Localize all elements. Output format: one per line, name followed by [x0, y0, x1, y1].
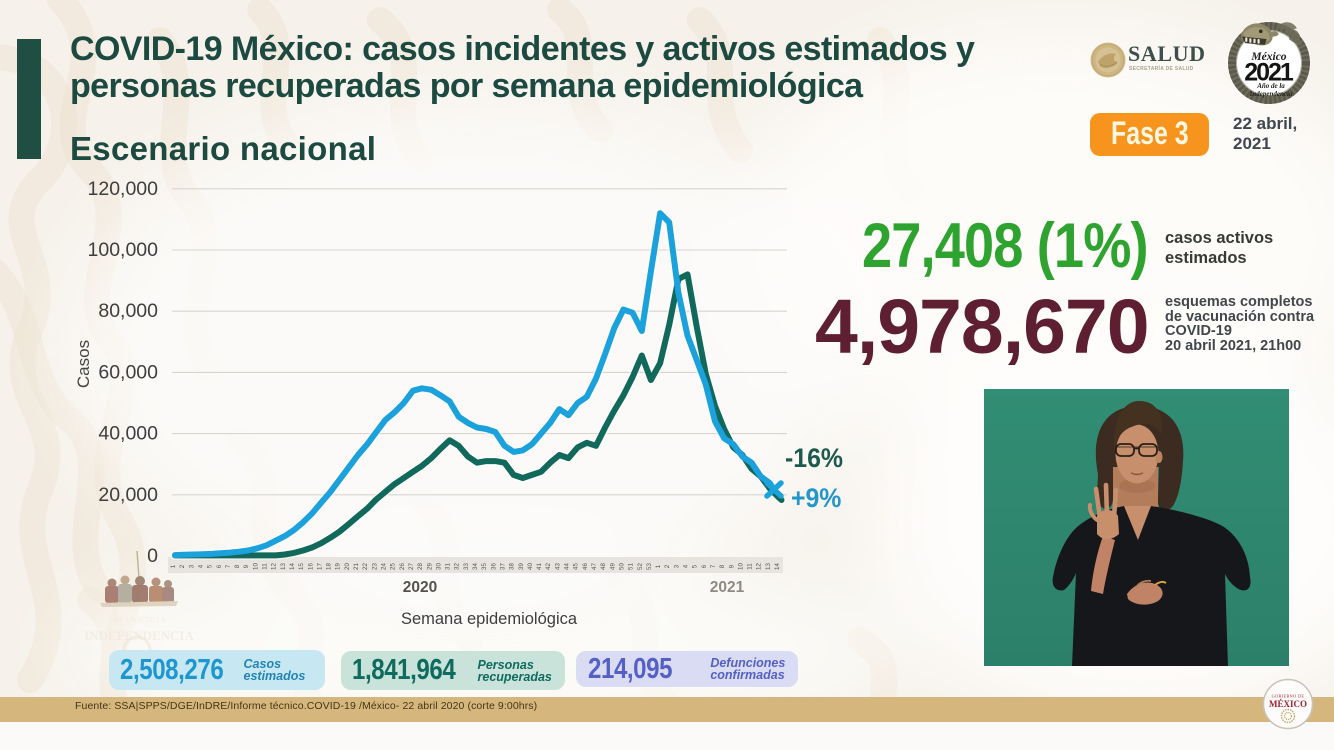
svg-text:41: 41 [536, 563, 543, 570]
svg-text:16: 16 [307, 563, 314, 570]
svg-text:47: 47 [591, 563, 598, 570]
svg-text:Año de la: Año de la [1256, 82, 1285, 90]
svg-text:36: 36 [490, 563, 497, 570]
svg-text:23: 23 [371, 563, 378, 570]
svg-text:28: 28 [417, 563, 424, 570]
svg-text:38: 38 [509, 563, 516, 570]
svg-text:-16%: -16% [785, 444, 843, 473]
svg-text:48: 48 [600, 563, 607, 570]
svg-text:120,000: 120,000 [88, 178, 159, 200]
svg-text:México: México [1250, 51, 1286, 63]
svg-text:53: 53 [646, 563, 653, 570]
svg-text:7: 7 [225, 564, 232, 568]
svg-text:22: 22 [362, 563, 369, 570]
svg-text:20,000: 20,000 [98, 484, 158, 506]
svg-text:11: 11 [747, 563, 754, 570]
svg-text:13: 13 [765, 563, 772, 570]
svg-text:12: 12 [271, 563, 278, 570]
svg-text:1: 1 [170, 564, 177, 568]
svg-text:+9%: +9% [791, 484, 841, 513]
svg-text:34: 34 [472, 563, 479, 570]
svg-text:80,000: 80,000 [98, 300, 158, 322]
svg-text:40: 40 [527, 563, 534, 570]
svg-text:2021: 2021 [710, 579, 745, 596]
svg-text:6: 6 [701, 564, 708, 568]
svg-text:5: 5 [692, 564, 699, 568]
svg-text:5: 5 [207, 564, 214, 568]
svg-text:49: 49 [609, 563, 616, 570]
svg-text:Independencia: Independencia [1249, 90, 1293, 98]
svg-text:20: 20 [344, 563, 351, 570]
svg-text:31: 31 [445, 563, 452, 570]
svg-text:9: 9 [728, 564, 735, 568]
svg-text:11: 11 [262, 563, 269, 570]
svg-text:2021: 2021 [1244, 59, 1294, 87]
svg-text:3: 3 [188, 564, 195, 568]
svg-text:43: 43 [554, 563, 561, 570]
svg-text:8: 8 [234, 564, 241, 568]
svg-text:24: 24 [381, 563, 388, 570]
svg-text:17: 17 [316, 563, 323, 570]
svg-text:19: 19 [335, 563, 342, 570]
svg-text:2: 2 [664, 564, 671, 568]
svg-text:14: 14 [289, 563, 296, 570]
svg-text:2020: 2020 [403, 579, 437, 596]
svg-text:3: 3 [673, 564, 680, 568]
svg-text:100,000: 100,000 [88, 239, 159, 261]
svg-text:21: 21 [353, 563, 360, 570]
svg-text:50: 50 [618, 563, 625, 570]
svg-text:25: 25 [390, 563, 397, 570]
svg-text:27: 27 [408, 563, 415, 570]
svg-text:14: 14 [774, 563, 781, 570]
svg-text:4: 4 [198, 564, 205, 568]
svg-text:0: 0 [147, 545, 158, 567]
svg-text:42: 42 [545, 563, 552, 570]
svg-text:30: 30 [435, 563, 442, 570]
svg-text:33: 33 [463, 563, 470, 570]
svg-text:13: 13 [280, 563, 287, 570]
svg-text:6: 6 [216, 564, 223, 568]
svg-text:51: 51 [628, 563, 635, 570]
svg-text:Semana epidemiológica: Semana epidemiológica [401, 610, 578, 628]
svg-text:60,000: 60,000 [98, 361, 158, 383]
svg-text:MÉXICO: MÉXICO [1269, 699, 1307, 709]
svg-text:1: 1 [655, 564, 662, 568]
svg-text:7: 7 [710, 564, 717, 568]
svg-text:39: 39 [518, 563, 525, 570]
svg-text:200 AÑOS DE LA: 200 AÑOS DE LA [112, 616, 165, 624]
svg-text:Casos: Casos [74, 340, 93, 388]
svg-text:INDEPENDENCIA: INDEPENDENCIA [84, 628, 194, 643]
svg-text:8: 8 [719, 564, 726, 568]
svg-text:9: 9 [243, 564, 250, 568]
svg-text:10: 10 [252, 563, 259, 570]
svg-text:12: 12 [756, 563, 763, 570]
svg-text:40,000: 40,000 [98, 423, 158, 445]
svg-text:2: 2 [179, 564, 186, 568]
svg-text:45: 45 [573, 563, 580, 570]
svg-text:32: 32 [454, 563, 461, 570]
svg-text:37: 37 [500, 563, 507, 570]
svg-text:44: 44 [564, 563, 571, 570]
svg-text:52: 52 [637, 563, 644, 570]
svg-text:26: 26 [399, 563, 406, 570]
svg-text:GOBIERNO DE: GOBIERNO DE [1272, 694, 1305, 699]
svg-text:18: 18 [326, 563, 333, 570]
svg-text:10: 10 [737, 563, 744, 570]
svg-text:29: 29 [426, 563, 433, 570]
svg-text:15: 15 [298, 563, 305, 570]
svg-text:46: 46 [582, 563, 589, 570]
svg-text:4: 4 [683, 564, 690, 568]
svg-text:35: 35 [481, 563, 488, 570]
